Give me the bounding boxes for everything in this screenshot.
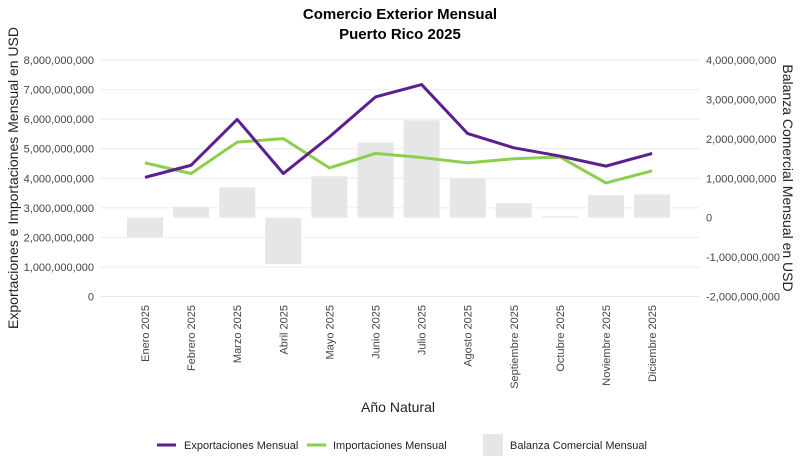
x-tick-label: Septiembre 2025 bbox=[509, 305, 521, 389]
y-tick-label: 8,000,000,000 bbox=[24, 55, 94, 67]
y-tick-label: 1,000,000,000 bbox=[24, 262, 94, 274]
x-tick-label: Enero 2025 bbox=[140, 305, 152, 362]
balance-bar bbox=[450, 179, 486, 218]
legend-swatch-balance bbox=[483, 434, 503, 456]
legend-label-imports: Importaciones Mensual bbox=[333, 440, 447, 452]
balance-bar bbox=[404, 120, 440, 217]
y-tick-label: 0 bbox=[88, 292, 94, 304]
balance-bar bbox=[127, 218, 163, 237]
y2-tick-label: 2,000,000,000 bbox=[706, 134, 776, 146]
balance-bar bbox=[542, 216, 578, 217]
balance-bar bbox=[219, 187, 255, 217]
x-tick-label: Diciembre 2025 bbox=[647, 305, 659, 382]
y-tick-label: 7,000,000,000 bbox=[24, 85, 94, 97]
balance-bar bbox=[634, 194, 670, 217]
y-tick-label: 2,000,000,000 bbox=[24, 232, 94, 244]
x-axis-label: Año Natural bbox=[361, 399, 435, 415]
y2-tick-label: 3,000,000,000 bbox=[706, 94, 776, 106]
y-tick-label: 6,000,000,000 bbox=[24, 114, 94, 126]
y-tick-label: 5,000,000,000 bbox=[24, 144, 94, 156]
y-tick-label: 4,000,000,000 bbox=[24, 173, 94, 185]
x-tick-label: Octubre 2025 bbox=[555, 305, 567, 372]
x-tick-label: Mayo 2025 bbox=[324, 305, 336, 359]
legend-label-exports: Exportaciones Mensual bbox=[184, 440, 298, 452]
exports-line bbox=[145, 85, 652, 178]
y2-tick-label: -2,000,000,000 bbox=[706, 292, 780, 304]
y-axis-label: Exportaciones e Importaciones Mensual en… bbox=[5, 27, 21, 329]
x-tick-label: Agosto 2025 bbox=[463, 305, 475, 367]
x-tick-label: Marzo 2025 bbox=[232, 305, 244, 363]
y-tick-label: 3,000,000,000 bbox=[24, 203, 94, 215]
y2-tick-label: 1,000,000,000 bbox=[706, 173, 776, 185]
legend: Exportaciones Mensual Importaciones Mens… bbox=[157, 434, 647, 456]
balance-bar bbox=[496, 203, 532, 218]
balance-bar bbox=[311, 176, 347, 217]
chart-subtitle: Puerto Rico 2025 bbox=[339, 26, 461, 43]
x-tick-label: Noviembre 2025 bbox=[601, 305, 613, 386]
x-tick-label: Febrero 2025 bbox=[186, 305, 198, 371]
x-tick-label: Abril 2025 bbox=[278, 305, 290, 355]
x-tick-label: Junio 2025 bbox=[371, 305, 383, 359]
y2-axis-label: Balanza Comercial Mensual en USD bbox=[780, 64, 796, 291]
y2-tick-label: 0 bbox=[706, 213, 712, 225]
y2-tick-label: -1,000,000,000 bbox=[706, 252, 780, 264]
balance-bar bbox=[588, 195, 624, 217]
legend-label-balance: Balanza Comercial Mensual bbox=[510, 440, 647, 452]
x-tick-label: Julio 2025 bbox=[417, 305, 429, 355]
chart-title: Comercio Exterior Mensual bbox=[303, 6, 497, 23]
balance-bar bbox=[265, 218, 301, 265]
y2-tick-label: 4,000,000,000 bbox=[706, 55, 776, 67]
balance-bar bbox=[173, 207, 209, 218]
